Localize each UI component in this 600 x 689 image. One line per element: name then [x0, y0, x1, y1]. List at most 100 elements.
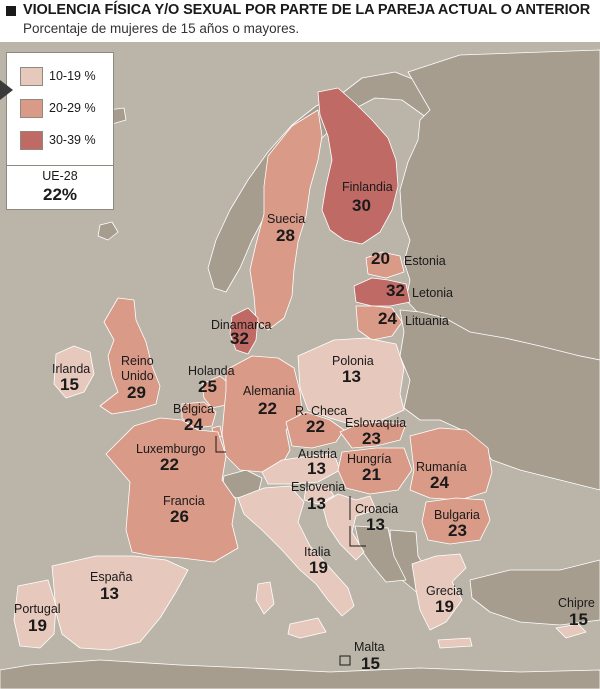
value-uk: 29 [127, 383, 146, 402]
value-latvia: 32 [386, 281, 405, 300]
romania-shape [409, 427, 493, 501]
value-germany: 22 [258, 399, 277, 418]
page-subtitle: Porcentaje de mujeres de 15 años o mayor… [23, 21, 300, 36]
label-romania: Rumanía [416, 460, 467, 474]
label-luxembourg: Luxemburgo [136, 442, 206, 456]
label-ireland: Irlanda [52, 362, 91, 376]
label-denmark: Dinamarca [211, 318, 272, 332]
label-czechia: R. Checa [295, 404, 348, 418]
label-sweden: Suecia [267, 212, 306, 226]
legend-label-low: 10-19 % [49, 69, 96, 83]
label-malta: Malta [354, 640, 385, 654]
label-germany: Alemania [243, 384, 296, 398]
uk-shape [99, 297, 161, 415]
crete-shape [437, 637, 473, 649]
luxembourg-leader [215, 436, 226, 453]
value-denmark: 32 [230, 329, 249, 348]
page-title: VIOLENCIA FÍSICA Y/O SEXUAL POR PARTE DE… [23, 2, 591, 18]
value-italy: 19 [309, 558, 328, 577]
value-lithuania: 24 [378, 309, 397, 328]
slovenia-shape [303, 483, 335, 505]
lithuania-shape [355, 305, 403, 341]
legend-swatch-mid [20, 99, 43, 118]
hungary-shape [337, 447, 413, 495]
czechia-shape [285, 411, 345, 449]
label-bulgaria: Bulgaria [434, 508, 480, 522]
value-portugal: 19 [28, 616, 47, 635]
value-ireland: 15 [60, 375, 79, 394]
poland-shape [297, 337, 405, 427]
label-italy: Italia [304, 545, 331, 559]
title-bullet-icon [6, 6, 16, 16]
value-finland: 30 [352, 196, 371, 215]
label-lithuania: Lituania [405, 314, 449, 328]
europe-map: Finlandia 30 Suecia 28 20 Estonia 32 Let… [0, 42, 600, 689]
eu-average-label: UE-28 [42, 169, 78, 183]
cyprus-shape [555, 623, 587, 639]
legend-label-mid: 20-29 % [49, 101, 96, 115]
label-uk: Reino Unido [121, 354, 154, 383]
label-finland: Finlandia [342, 180, 393, 194]
value-czechia: 22 [306, 417, 325, 436]
label-greece: Grecia [426, 584, 463, 598]
value-slovenia: 13 [307, 494, 326, 513]
label-slovenia: Eslovenia [291, 480, 346, 494]
italy-shape [237, 485, 355, 617]
label-croatia: Croacia [355, 502, 399, 516]
croatia-leader [349, 496, 366, 547]
value-netherlands: 25 [198, 377, 217, 396]
croatia-shape [321, 493, 377, 561]
value-cyprus: 15 [569, 610, 588, 629]
label-netherlands: Holanda [188, 364, 235, 378]
ireland-shape [53, 345, 95, 399]
label-cyprus: Chipre [558, 596, 595, 610]
value-slovakia: 23 [362, 429, 381, 448]
finland-shape [317, 87, 399, 245]
value-hungary: 21 [362, 465, 381, 484]
denmark-shape [229, 307, 259, 355]
value-malta: 15 [361, 654, 380, 673]
value-spain: 13 [100, 584, 119, 603]
label-france: Francia [163, 494, 205, 508]
value-bulgaria: 23 [448, 521, 467, 540]
legend-label-high: 30-39 % [49, 133, 96, 147]
north-africa-land [0, 659, 600, 689]
label-estonia: Estonia [404, 254, 446, 268]
france-shape [105, 417, 239, 563]
value-france: 26 [170, 507, 189, 526]
label-belgium: Bélgica [173, 402, 214, 416]
spain-shape [51, 555, 189, 651]
estonia-shape [365, 251, 405, 279]
belgium-shape [181, 401, 217, 429]
iceland-land [97, 221, 119, 241]
label-austria: Austria [298, 447, 337, 461]
value-romania: 24 [430, 473, 449, 492]
eu-average-value: 22% [42, 185, 78, 204]
map-canvas [0, 49, 600, 689]
value-poland: 13 [342, 367, 361, 386]
sardinia-shape [255, 581, 275, 615]
value-sweden: 28 [276, 226, 295, 245]
portugal-shape [13, 579, 57, 649]
legend-swatch-low [20, 67, 43, 86]
sweden-shape [249, 109, 323, 331]
header: VIOLENCIA FÍSICA Y/O SEXUAL POR PARTE DE… [0, 0, 600, 42]
value-estonia: 20 [371, 249, 390, 268]
value-greece: 19 [435, 597, 454, 616]
value-austria: 13 [307, 459, 326, 478]
turkey-land [469, 559, 600, 626]
label-poland: Polonia [332, 354, 374, 368]
latvia-shape [353, 277, 411, 307]
value-luxembourg: 22 [160, 455, 179, 474]
sicily-shape [287, 617, 327, 639]
malta-marker [339, 655, 351, 666]
bulgaria-shape [421, 497, 491, 545]
belarus-ukraine-land [399, 309, 600, 491]
label-hungary: Hungría [347, 452, 392, 466]
germany-shape [221, 355, 303, 473]
greece-shape [411, 553, 467, 631]
slovakia-shape [339, 421, 407, 449]
legend: 10-19 % 20-29 % 30-39 % UE-28 22% [6, 52, 114, 210]
label-slovakia: Eslovaquia [345, 416, 407, 430]
label-spain: España [90, 570, 133, 584]
